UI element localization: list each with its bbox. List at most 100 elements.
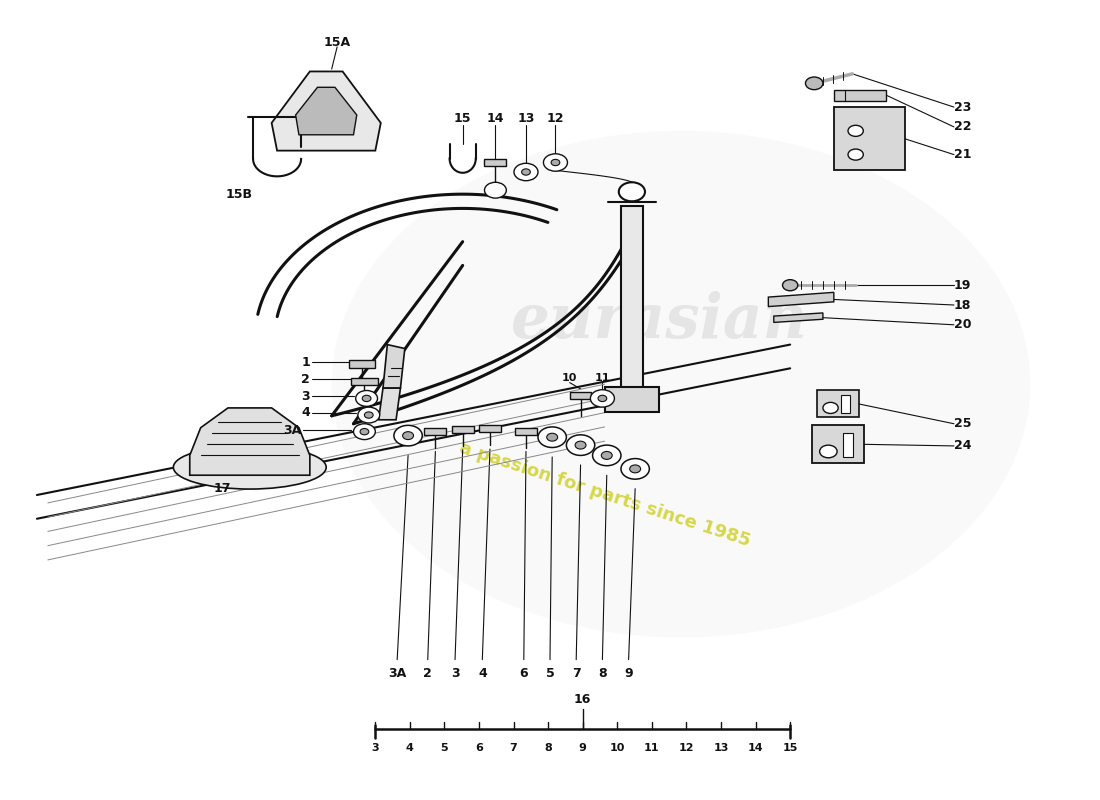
- Text: 5: 5: [441, 742, 449, 753]
- Circle shape: [394, 426, 422, 446]
- Text: 4: 4: [477, 666, 486, 680]
- Text: 15B: 15B: [226, 188, 252, 201]
- Text: 18: 18: [954, 298, 971, 311]
- Text: 8: 8: [544, 742, 552, 753]
- Bar: [834, 107, 905, 170]
- Bar: [515, 428, 537, 435]
- Bar: [478, 426, 500, 433]
- Bar: [842, 395, 850, 413]
- Text: 4: 4: [406, 742, 414, 753]
- Text: a passion for parts since 1985: a passion for parts since 1985: [456, 439, 752, 550]
- Text: 15: 15: [454, 113, 472, 126]
- Text: 6: 6: [519, 666, 528, 680]
- Text: 16: 16: [574, 694, 592, 706]
- Text: 19: 19: [954, 278, 971, 292]
- Text: 23: 23: [954, 101, 971, 114]
- Circle shape: [591, 390, 615, 407]
- Text: 2: 2: [424, 666, 432, 680]
- Text: 15A: 15A: [323, 36, 351, 49]
- Text: 4: 4: [301, 406, 310, 419]
- Bar: [425, 428, 447, 435]
- Text: 9: 9: [625, 666, 632, 680]
- Circle shape: [364, 412, 373, 418]
- Circle shape: [805, 77, 823, 90]
- Circle shape: [848, 149, 864, 160]
- Text: 7: 7: [509, 742, 517, 753]
- Text: 12: 12: [547, 113, 564, 126]
- Circle shape: [332, 131, 1031, 638]
- Polygon shape: [768, 292, 834, 306]
- Circle shape: [360, 429, 368, 435]
- Bar: [570, 392, 592, 399]
- Text: eurasian: eurasian: [510, 291, 807, 351]
- Text: 3: 3: [301, 390, 310, 402]
- Circle shape: [621, 458, 649, 479]
- Text: 6: 6: [475, 742, 483, 753]
- Bar: [484, 158, 506, 166]
- Circle shape: [848, 126, 864, 136]
- Circle shape: [575, 441, 586, 449]
- Text: 3A: 3A: [388, 666, 406, 680]
- Text: 10: 10: [609, 742, 625, 753]
- Circle shape: [543, 154, 568, 171]
- Bar: [843, 434, 854, 457]
- Text: 24: 24: [954, 439, 971, 453]
- Polygon shape: [189, 408, 310, 475]
- Circle shape: [358, 407, 379, 423]
- Text: 17: 17: [213, 482, 231, 495]
- Text: 10: 10: [562, 373, 578, 383]
- Circle shape: [566, 435, 595, 455]
- Text: 25: 25: [954, 418, 971, 430]
- Polygon shape: [272, 71, 381, 150]
- Text: 3: 3: [451, 666, 460, 680]
- Text: 20: 20: [954, 318, 971, 331]
- Circle shape: [353, 424, 375, 439]
- Text: 1: 1: [301, 355, 310, 369]
- Text: 22: 22: [954, 120, 971, 134]
- Circle shape: [547, 434, 558, 441]
- Bar: [349, 361, 375, 367]
- Text: 9: 9: [579, 742, 586, 753]
- Text: 14: 14: [748, 742, 763, 753]
- Circle shape: [602, 451, 613, 459]
- Circle shape: [551, 159, 560, 166]
- Bar: [452, 426, 474, 434]
- Ellipse shape: [174, 446, 327, 489]
- Bar: [834, 90, 887, 101]
- Circle shape: [593, 445, 622, 466]
- Bar: [351, 378, 377, 385]
- Circle shape: [484, 182, 506, 198]
- Polygon shape: [383, 345, 405, 388]
- Polygon shape: [773, 313, 823, 322]
- Text: 8: 8: [598, 666, 607, 680]
- Text: 11: 11: [595, 373, 610, 383]
- Circle shape: [362, 395, 371, 402]
- Circle shape: [619, 182, 645, 202]
- Text: 21: 21: [954, 148, 971, 161]
- Bar: [621, 206, 642, 388]
- Circle shape: [820, 445, 837, 458]
- Bar: [812, 426, 865, 463]
- Text: 2: 2: [301, 373, 310, 386]
- Circle shape: [403, 432, 414, 439]
- Text: 13: 13: [517, 113, 535, 126]
- Bar: [817, 390, 859, 418]
- Circle shape: [514, 163, 538, 181]
- Circle shape: [823, 402, 838, 414]
- Text: 11: 11: [645, 742, 660, 753]
- Circle shape: [355, 390, 377, 406]
- Polygon shape: [378, 388, 400, 420]
- Polygon shape: [296, 87, 356, 134]
- Circle shape: [538, 427, 566, 447]
- Circle shape: [598, 395, 607, 402]
- Text: 15: 15: [782, 742, 797, 753]
- Circle shape: [629, 465, 640, 473]
- Text: 12: 12: [679, 742, 694, 753]
- Bar: [605, 386, 659, 412]
- Text: 13: 13: [713, 742, 728, 753]
- Circle shape: [521, 169, 530, 175]
- Circle shape: [782, 280, 797, 290]
- Text: 7: 7: [572, 666, 581, 680]
- Text: 5: 5: [546, 666, 554, 680]
- Text: 3A: 3A: [283, 423, 301, 437]
